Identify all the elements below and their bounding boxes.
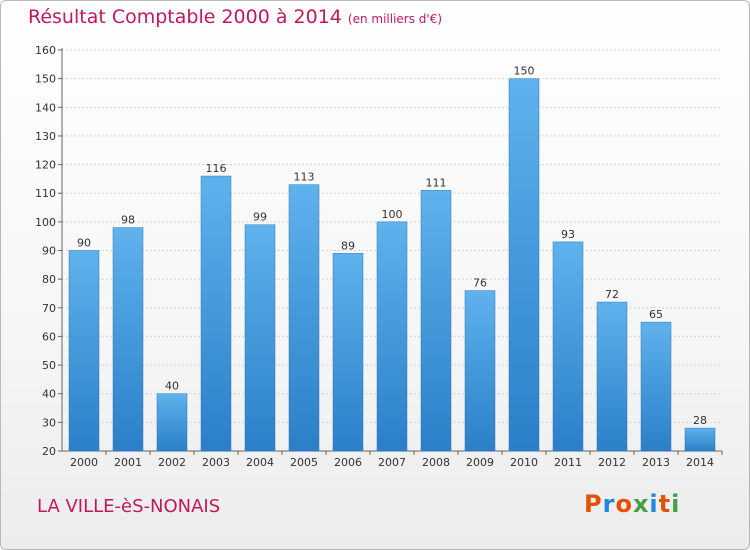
bar-2004 — [244, 224, 276, 452]
y-tick-label: 40 — [42, 388, 56, 401]
data-label-2010: 150 — [514, 65, 535, 78]
bar-2006 — [332, 253, 364, 452]
x-tick-label-2007: 2007 — [378, 456, 406, 469]
bar-2007 — [376, 221, 408, 452]
x-tick-label-2014: 2014 — [686, 456, 714, 469]
y-tick-label: 90 — [42, 245, 56, 258]
y-tick-label: 20 — [42, 445, 56, 458]
chart-title: Résultat Comptable 2000 à 2014 (en millie… — [28, 6, 442, 28]
logo-letter: x — [632, 490, 650, 518]
y-tick-label: 140 — [35, 101, 56, 114]
x-tick-label-2002: 2002 — [158, 456, 186, 469]
data-label-2009: 76 — [473, 277, 487, 290]
data-label-2003: 116 — [206, 162, 227, 175]
location-name: LA VILLE-èS-NONAIS — [37, 496, 221, 517]
y-tick-label: 30 — [42, 416, 56, 429]
bar-2011 — [552, 241, 584, 452]
x-tick-label-2000: 2000 — [70, 456, 98, 469]
data-label-2002: 40 — [165, 380, 179, 393]
chart-unit: (en milliers d'€) — [347, 12, 443, 26]
data-label-2004: 99 — [253, 211, 267, 224]
x-tick-label-2006: 2006 — [334, 456, 362, 469]
x-tick-label-2005: 2005 — [290, 456, 318, 469]
data-labels: 90 98 40 116 99 113 89 100 111 76 150 93 72 65 28 — [77, 65, 707, 427]
bar-2001 — [112, 227, 144, 452]
x-tick-label-2004: 2004 — [246, 456, 274, 469]
bar-2009 — [464, 290, 496, 452]
bar-2002 — [156, 393, 188, 452]
y-tick-label: 120 — [35, 159, 56, 172]
proxiti-logo: Proxiti — [584, 490, 680, 518]
bar-2000 — [68, 250, 100, 452]
data-label-2007: 100 — [382, 208, 403, 221]
y-tick-label: 70 — [42, 302, 56, 315]
x-tick-label-2010: 2010 — [510, 456, 538, 469]
logo-letter: r — [602, 490, 616, 518]
data-label-2001: 98 — [121, 214, 135, 227]
x-tick-label-2009: 2009 — [466, 456, 494, 469]
bar-2008 — [420, 190, 452, 452]
y-tick-label: 110 — [35, 187, 56, 200]
logo-letter: i — [649, 490, 659, 518]
bars — [68, 78, 716, 452]
logo-letter: o — [615, 490, 633, 518]
data-label-2006: 89 — [341, 239, 355, 252]
data-label-2008: 111 — [426, 176, 447, 189]
logo-letter: P — [584, 490, 603, 518]
x-tick-label-2012: 2012 — [598, 456, 626, 469]
logo-letter: t — [658, 490, 672, 518]
y-tick-label: 80 — [42, 273, 56, 286]
data-label-2012: 72 — [605, 288, 619, 301]
x-tick-label-2008: 2008 — [422, 456, 450, 469]
bar-2014 — [684, 427, 716, 452]
bar-2003 — [200, 175, 232, 452]
data-label-2011: 93 — [561, 228, 575, 241]
x-tick-label-2003: 2003 — [202, 456, 230, 469]
y-tick-label: 50 — [42, 359, 56, 372]
data-label-2014: 28 — [693, 414, 707, 427]
y-tick-label: 100 — [35, 216, 56, 229]
bar-2005 — [288, 184, 320, 452]
chart-title-text: Résultat Comptable 2000 à 2014 — [28, 6, 342, 28]
bar-2012 — [596, 301, 628, 452]
y-tick-label: 150 — [35, 73, 56, 86]
bar-2010 — [508, 78, 540, 452]
data-label-2013: 65 — [649, 308, 663, 321]
bar-2013 — [640, 321, 672, 452]
x-tick-label-2013: 2013 — [642, 456, 670, 469]
data-label-2005: 113 — [294, 171, 315, 184]
axes: 20 30 40 50 60 70 80 90 100 110 120 130 140 150 160 200… — [35, 44, 723, 469]
logo-letter: i — [671, 490, 681, 518]
data-label-2000: 90 — [77, 237, 91, 250]
y-tick-label: 160 — [35, 44, 56, 57]
y-tick-label: 130 — [35, 130, 56, 143]
x-tick-label-2011: 2011 — [554, 456, 582, 469]
x-tick-label-2001: 2001 — [114, 456, 142, 469]
y-tick-label: 60 — [42, 330, 56, 343]
